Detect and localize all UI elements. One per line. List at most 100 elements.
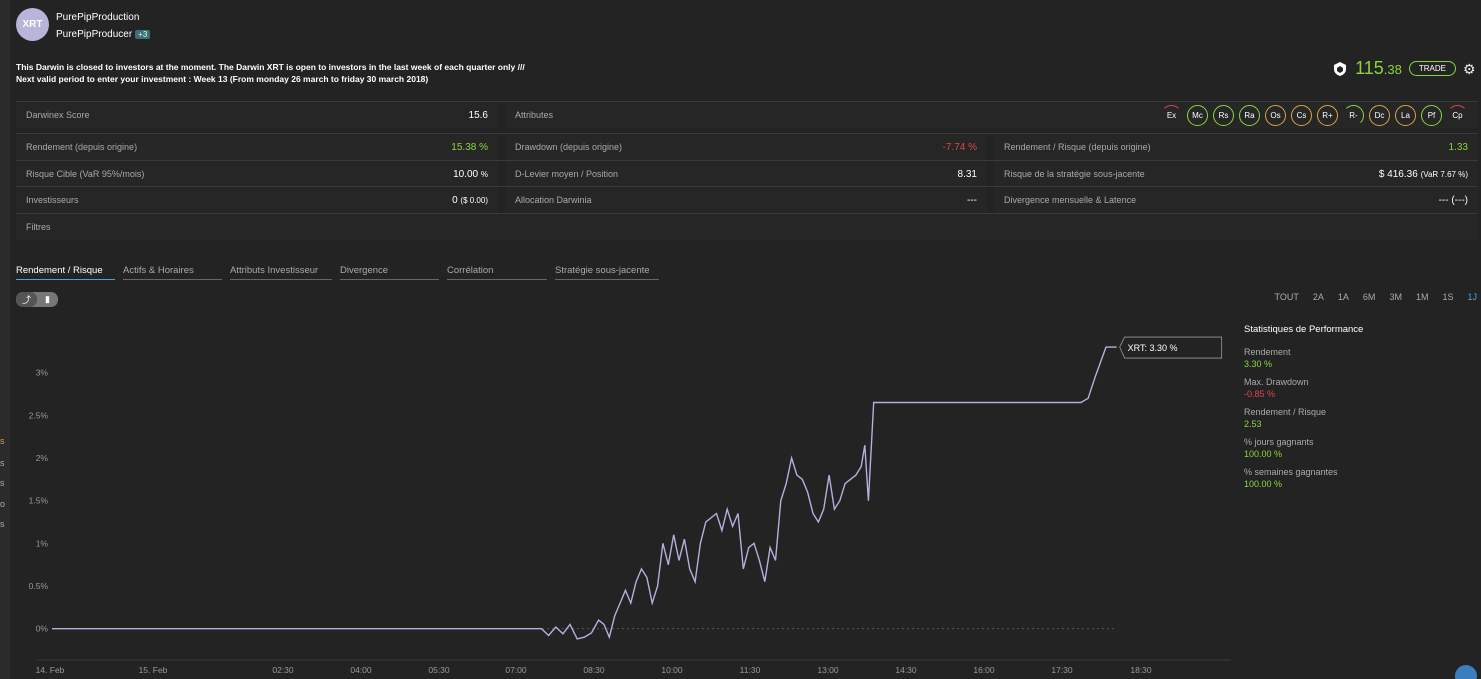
range-option[interactable]: 3M xyxy=(1389,292,1402,302)
darwin-names: PurePipProduction PurePipProducer +3 xyxy=(56,12,151,40)
attribute-badge[interactable]: La xyxy=(1395,104,1416,126)
drawdown-value: -7.74 % xyxy=(942,141,977,153)
allocation-value: --- xyxy=(967,194,977,206)
y-tick-label: 1.5% xyxy=(29,496,49,506)
range-option[interactable]: 6M xyxy=(1362,292,1376,302)
producer-name[interactable]: PurePipProducer xyxy=(56,29,133,40)
drawdown-cell: Drawdown (depuis origine) -7.74 % xyxy=(505,134,987,160)
attribute-badge[interactable]: Pf xyxy=(1421,104,1442,126)
stats-row: Darwinex Score 15.6 Attributes Ex Mc Rs Ra O… xyxy=(16,101,1478,128)
attribute-badge[interactable]: Mc xyxy=(1187,104,1208,126)
x-tick-label: 05:30 xyxy=(428,665,450,675)
performance-stat-label: % jours gagnants xyxy=(1244,437,1314,447)
rendement-label: Rendement (depuis origine) xyxy=(26,142,138,152)
tab-0[interactable]: Rendement / Risque xyxy=(16,265,115,280)
stats-row: Risque Cible (VaR 95%/mois) 10.00 % D-Le… xyxy=(16,160,1478,187)
strategy-risk-value: $ 416.36 (VaR 7.67 %) xyxy=(1378,168,1468,180)
tab-4[interactable]: Corrélation xyxy=(447,265,547,280)
chart-svg: 0% 0.5% 1% 1.5% 2% 2.5% 3% 14. Feb 15. Feb 02:30 0… xyxy=(29,336,1231,675)
tab-2[interactable]: Attributs Investisseur xyxy=(230,265,332,280)
investisseurs-cell: Investisseurs 0 ($ 0.00) xyxy=(16,187,498,213)
y-tick-label: 0.5% xyxy=(29,581,49,591)
left-sidebar-strip: s s s o s xyxy=(0,0,10,679)
notice-line-2: Next valid period to enter your investme… xyxy=(16,74,429,84)
filtres-cell[interactable]: Filtres xyxy=(16,214,1478,240)
darwin-name[interactable]: PurePipProduction xyxy=(56,12,140,23)
range-option[interactable]: 2A xyxy=(1312,292,1324,302)
range-option[interactable]: 1M xyxy=(1415,292,1429,302)
x-tick-label: 14. Feb xyxy=(36,665,65,675)
x-tick-label: 13:00 xyxy=(817,665,839,675)
allocation-label: Allocation Darwinia xyxy=(515,195,592,205)
tab-1[interactable]: Actifs & Horaires xyxy=(123,265,222,280)
performance-stat-value: -0.85 % xyxy=(1244,389,1276,399)
performance-stats-list: Rendement 3.30 % Max. Drawdown -0.85 % Rende… xyxy=(1244,347,1474,489)
rendement-risque-cell: Rendement / Risque (depuis origine) 1.33 xyxy=(994,134,1478,160)
tab-5[interactable]: Stratégie sous-jacente xyxy=(555,265,659,280)
x-tick-label: 08:30 xyxy=(583,665,605,675)
attribute-badge[interactable]: Ra xyxy=(1239,104,1260,126)
performance-stat-value: 100.00 % xyxy=(1244,479,1283,489)
levier-cell: D-Levier moyen / Position 8.31 xyxy=(505,161,987,187)
range-option[interactable]: 1S xyxy=(1442,292,1454,302)
levier-label: D-Levier moyen / Position xyxy=(515,169,619,179)
performance-stats-title: Statistiques de Performance xyxy=(1244,324,1364,335)
attribute-badge[interactable]: R- xyxy=(1343,104,1364,126)
tab-3[interactable]: Divergence xyxy=(340,265,439,280)
performance-stat-value: 2.53 xyxy=(1244,419,1262,429)
rendement-cell: Rendement (depuis origine) 15.38 % xyxy=(16,134,498,160)
bar-chart-icon[interactable]: ▮ xyxy=(45,294,50,304)
shield-icon xyxy=(1334,61,1347,76)
attribute-badge[interactable]: Dc xyxy=(1369,104,1390,126)
left-strip-mark: s xyxy=(0,458,5,468)
attribute-badge[interactable]: Cs xyxy=(1291,104,1312,126)
x-tick-label: 16:00 xyxy=(973,665,995,675)
performance-stat-value: 3.30 % xyxy=(1244,359,1273,369)
producer-badge[interactable]: +3 xyxy=(135,30,151,39)
investor-notice: This Darwin is closed to investors at th… xyxy=(16,61,916,85)
darwinex-score-value: 15.6 xyxy=(468,109,488,121)
y-tick-label: 3% xyxy=(36,368,49,378)
performance-stat-label: Max. Drawdown xyxy=(1244,377,1309,387)
range-option[interactable]: 1A xyxy=(1337,292,1349,302)
chart-type-toggle[interactable]: ⤴ ▮ xyxy=(16,292,58,307)
series-tooltip-label: XRT: 3.30 % xyxy=(1128,343,1178,353)
performance-stat-item: Max. Drawdown -0.85 % xyxy=(1244,377,1474,399)
darwin-score: 115.38 xyxy=(1355,58,1402,78)
range-option[interactable]: 1J xyxy=(1467,292,1477,302)
darwinex-score-label: Darwinex Score xyxy=(26,110,90,120)
range-option[interactable]: TOUT xyxy=(1274,292,1299,302)
x-tick-label: 07:00 xyxy=(505,665,527,675)
y-tick-label: 0% xyxy=(36,624,49,634)
series-line-xrt[interactable] xyxy=(52,346,1117,640)
help-chat-icon[interactable] xyxy=(1455,665,1477,679)
risque-cible-label: Risque Cible (VaR 95%/mois) xyxy=(26,169,145,179)
avatar[interactable]: XRT xyxy=(16,8,49,41)
drawdown-label: Drawdown (depuis origine) xyxy=(515,142,623,152)
attribute-badge[interactable]: Rs xyxy=(1213,104,1234,126)
score-summary: 115.38 TRADE ⚙ xyxy=(1332,58,1477,79)
attribute-badge[interactable]: Cp xyxy=(1447,104,1468,126)
performance-stat-item: Rendement / Risque 2.53 xyxy=(1244,407,1474,429)
attribute-badges: Ex Mc Rs Ra Os Cs R+ R- Dc La Pf Cp xyxy=(1161,104,1468,126)
performance-stat-label: Rendement / Risque xyxy=(1244,407,1327,417)
trade-button[interactable]: TRADE xyxy=(1408,61,1456,76)
attribute-badge[interactable]: Ex xyxy=(1161,104,1182,126)
divergence-cell: Divergence mensuelle & Latence --- (---) xyxy=(994,187,1478,213)
investisseurs-label: Investisseurs xyxy=(26,195,79,205)
stats-row: Filtres xyxy=(16,213,1478,240)
performance-stats-panel: Statistiques de Performance Rendement 3.3… xyxy=(1244,324,1474,497)
left-strip-mark: s xyxy=(0,478,5,488)
performance-stat-label: % semaines gagnantes xyxy=(1244,467,1338,477)
strategy-risk-label: Risque de la stratégie sous-jacente xyxy=(1004,169,1145,179)
x-tick-label: 04:00 xyxy=(350,665,372,675)
levier-value: 8.31 xyxy=(957,168,977,180)
gear-icon[interactable]: ⚙ xyxy=(1463,60,1476,77)
attributes-cell: Attributes Ex Mc Rs Ra Os Cs R+ R- Dc La Pf Cp xyxy=(505,102,1478,128)
strategy-risk-cell: Risque de la stratégie sous-jacente $ 41… xyxy=(994,161,1478,187)
x-tick-label: 02:30 xyxy=(272,665,294,675)
rendement-risque-value: 1.33 xyxy=(1448,141,1468,153)
attribute-badge[interactable]: Os xyxy=(1265,104,1286,126)
line-chart-icon[interactable]: ⤴ xyxy=(16,292,37,307)
attribute-badge[interactable]: R+ xyxy=(1317,104,1338,126)
